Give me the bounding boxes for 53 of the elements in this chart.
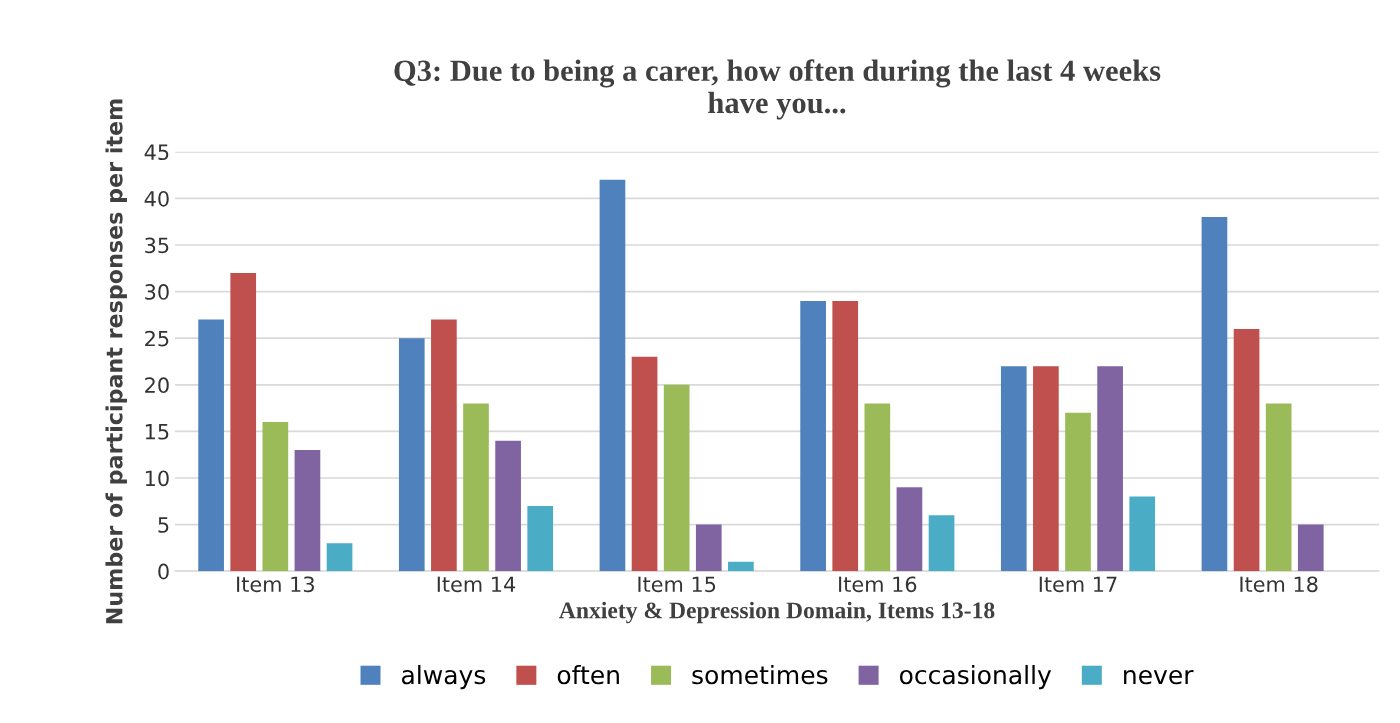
x-tick-label: Item 13 (237, 576, 314, 593)
bar (230, 272, 257, 572)
bar (1201, 217, 1228, 572)
bar (1233, 328, 1260, 572)
bar (198, 319, 224, 572)
x-tick-label: Item 14 (437, 576, 516, 593)
bar (1033, 366, 1059, 572)
x-axis-title: Anxiety & Depression Domain, Items 13-18 (559, 601, 995, 624)
bar (431, 319, 457, 572)
y-axis-title: Number of participant responses per item (105, 99, 127, 624)
legend-label: occasionally (899, 664, 1052, 690)
bar (800, 300, 826, 572)
x-tick-label: Item 18 (1240, 576, 1318, 593)
bar (1097, 366, 1123, 572)
x-tick-label: Item 16 (839, 576, 917, 593)
bar (527, 505, 554, 572)
bar (495, 440, 521, 572)
y-tick-label: 25 (145, 330, 169, 347)
legend-label: always (402, 664, 486, 690)
legend-label: never (1124, 669, 1194, 685)
bar (599, 179, 626, 572)
bar (832, 300, 859, 572)
y-tick-label: 45 (144, 144, 169, 161)
y-tick-label: 20 (145, 377, 169, 394)
y-tick-label: 30 (145, 284, 169, 300)
legend-label: sometimes (692, 664, 828, 685)
bar (1065, 412, 1091, 572)
bar (631, 356, 658, 572)
bar (728, 561, 754, 572)
x-tick-label: Item 15 (638, 576, 716, 593)
bar (1129, 496, 1156, 572)
bar (896, 487, 923, 572)
y-tick-label: 15 (145, 424, 169, 440)
y-tick-label: 10 (145, 470, 169, 487)
bar (1265, 403, 1292, 572)
bar (1297, 524, 1324, 572)
x-tick-label: Item 17 (1039, 576, 1117, 593)
bar (864, 403, 891, 572)
bar (463, 403, 489, 572)
bar (262, 422, 289, 572)
bar (398, 338, 425, 572)
y-tick-label: 0 (158, 563, 169, 580)
bar (663, 384, 690, 572)
bar (326, 543, 353, 572)
y-tick-label: 5 (158, 517, 169, 533)
bar (1000, 366, 1027, 572)
legend-label: often (557, 664, 619, 685)
y-tick-label: 40 (144, 190, 169, 207)
bar (294, 450, 321, 572)
chart-title: Q3: Due to being a carer, how often during the last 4 weeks have you... (394, 59, 1161, 120)
bar (695, 524, 722, 572)
y-tick-label: 35 (145, 237, 169, 254)
bar (928, 515, 955, 572)
